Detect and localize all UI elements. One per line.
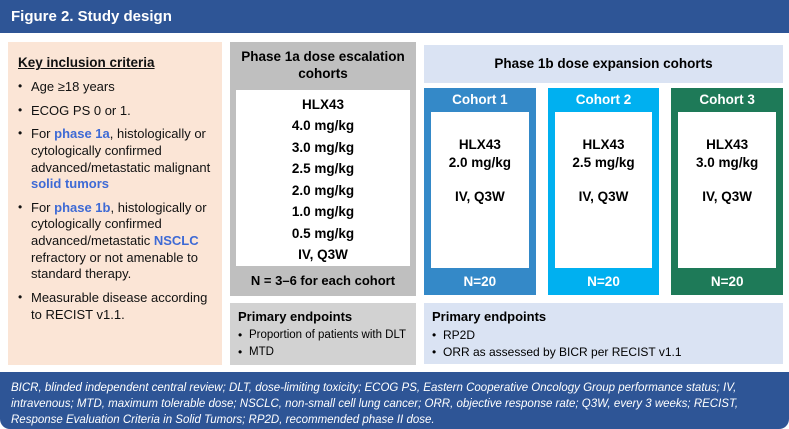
cohort-1-regimen: HLX43 2.0 mg/kg IV, Q3W — [449, 136, 511, 244]
spacer — [696, 171, 758, 188]
cohort-2-n-label: N=20 — [587, 274, 620, 289]
endpoint-bullet-dlt: • Proportion of patients with DLT — [238, 327, 410, 344]
bullet-icon: • — [238, 328, 243, 342]
bullet-icon: • — [18, 79, 23, 93]
text-segment: , histologically or cytologically confir… — [31, 126, 211, 175]
text-segment: Measurable disease according to RECIST v… — [31, 289, 208, 322]
drug-name: HLX43 — [706, 137, 749, 153]
dose-level: 3.0 mg/kg — [696, 154, 759, 170]
cohort-3-box: Cohort 3 HLX43 3.0 mg/kg IV, Q3W N=20 — [671, 88, 784, 295]
figure-title-bar: Figure 2. Study design — [0, 0, 789, 33]
bullet-text: Measurable disease according to RECIST v… — [31, 290, 214, 323]
inclusion-bullet-ecog: • ECOG PS 0 or 1. — [18, 103, 214, 120]
bullet-text: Age ≥18 years — [31, 79, 214, 96]
text-segment: ECOG PS 0 or 1. — [31, 102, 131, 118]
inclusion-bullet-phase1a: • For phase 1a, histologically or cytolo… — [18, 126, 214, 193]
bullet-text: MTD — [249, 346, 274, 359]
inclusion-criteria-panel: Key inclusion criteria • Age ≥18 years •… — [8, 42, 222, 365]
drug-name: HLX43 — [582, 137, 625, 153]
dose-level: 2.5 mg/kg — [572, 154, 635, 170]
inclusion-heading: Key inclusion criteria — [18, 55, 155, 70]
figure-title: Figure 2. Study design — [11, 8, 172, 25]
accent-text-segment: NSCLC — [153, 233, 199, 248]
phase1a-n-label: N = 3–6 for each cohort — [250, 272, 396, 288]
text-segment: Age ≥18 years — [31, 79, 115, 94]
bullet-icon: • — [18, 126, 23, 141]
dose-level: 2.0 mg/kg — [448, 154, 511, 170]
phase1b-heading: Phase 1b dose expansion cohorts — [424, 45, 783, 83]
bullet-icon: • — [432, 328, 437, 342]
dose-schedule: IV, Q3W — [298, 247, 348, 263]
cohort-2-label: Cohort 2 — [575, 92, 632, 107]
endpoints-heading: Primary endpoints — [432, 309, 547, 324]
phase1a-heading: Phase 1a dose escalation cohorts — [241, 49, 405, 81]
cohort-1-label: Cohort 1 — [452, 92, 508, 107]
spacer — [449, 171, 511, 188]
text-segment: For — [31, 126, 55, 142]
abbreviations-footer: BICR, blinded independent central review… — [0, 372, 789, 429]
dose-level: 1.0 mg/kg — [291, 204, 355, 220]
cohort-2-box: Cohort 2 HLX43 2.5 mg/kg IV, Q3W N=20 — [547, 88, 660, 295]
bullet-text: Proportion of patients with DLT — [249, 329, 407, 341]
bullet-text: ORR as assessed by BICR per RECIST v1.1 — [443, 345, 682, 360]
endpoint-bullet-orr: • ORR as assessed by BICR per RECIST v1.… — [432, 344, 777, 361]
bullet-text: RP2D — [443, 328, 476, 342]
bullet-text: For phase 1b, histologically or cytologi… — [31, 200, 214, 283]
accent-text-segment: phase 1b — [54, 199, 111, 215]
text-segment: , histologically or cytologically confir… — [31, 199, 207, 248]
inclusion-bullet-phase1b: • For phase 1b, histologically or cytolo… — [18, 200, 214, 283]
cohort-2-regimen: HLX43 2.5 mg/kg IV, Q3W — [572, 136, 634, 244]
abbreviations-text: BICR, blinded independent central review… — [11, 382, 739, 427]
cohort-3-regimen: HLX43 3.0 mg/kg IV, Q3W — [696, 136, 758, 244]
dose-schedule: IV, Q3W — [702, 189, 753, 205]
bullet-icon: • — [18, 289, 23, 304]
endpoint-bullet-mtd: • MTD — [238, 344, 410, 361]
dose-schedule: IV, Q3W — [578, 189, 629, 205]
text-segment: For — [31, 199, 55, 215]
phase1b-cohorts-row: Cohort 1 HLX43 2.0 mg/kg IV, Q3W N=20 Co… — [424, 88, 784, 295]
spacer — [572, 171, 634, 188]
dose-level: 3.0 mg/kg — [291, 139, 355, 155]
dose-level: 2.5 mg/kg — [291, 161, 355, 177]
dose-schedule: IV, Q3W — [454, 189, 505, 205]
dose-level: 4.0 mg/kg — [291, 118, 355, 134]
phase1a-panel: Phase 1a dose escalation cohorts HLX43 4… — [230, 42, 416, 296]
endpoints-heading: Primary endpoints — [238, 309, 353, 324]
cohort-3-n-label: N=20 — [710, 274, 744, 289]
bullet-text: For phase 1a, histologically or cytologi… — [31, 126, 214, 193]
cohort-1-n-label: N=20 — [463, 274, 497, 289]
endpoint-bullet-rp2d: • RP2D — [432, 327, 777, 344]
accent-text-segment: phase 1a — [54, 126, 110, 142]
drug-name: HLX43 — [301, 96, 345, 112]
dose-level: 0.5 mg/kg — [291, 225, 355, 241]
cohort-3-body: HLX43 3.0 mg/kg IV, Q3W — [678, 112, 777, 268]
text-segment: refractory or not amenable to standard t… — [31, 249, 198, 282]
bullet-icon: • — [18, 199, 23, 214]
inclusion-bullet-measurable: • Measurable disease according to RECIST… — [18, 290, 214, 323]
cohort-1-body: HLX43 2.0 mg/kg IV, Q3W — [431, 112, 529, 268]
drug-name: HLX43 — [458, 137, 501, 153]
bullet-icon: • — [18, 102, 23, 117]
phase1b-endpoints-panel: Primary endpoints • RP2D • ORR as assess… — [424, 303, 783, 364]
cohort-2-body: HLX43 2.5 mg/kg IV, Q3W — [554, 112, 653, 268]
bullet-icon: • — [238, 345, 243, 360]
inclusion-bullet-age: • Age ≥18 years — [18, 79, 214, 96]
cohort-1-box: Cohort 1 HLX43 2.0 mg/kg IV, Q3W N=20 — [424, 88, 536, 295]
dose-level: 2.0 mg/kg — [291, 182, 355, 198]
phase1a-endpoints-panel: Primary endpoints • Proportion of patien… — [230, 303, 416, 365]
dose-escalation-box: HLX43 4.0 mg/kg 3.0 mg/kg 2.5 mg/kg 2.0 … — [236, 89, 410, 266]
accent-text-segment: solid tumors — [31, 176, 110, 192]
cohort-3-label: Cohort 3 — [699, 92, 755, 107]
bullet-icon: • — [432, 345, 437, 360]
bullet-text: ECOG PS 0 or 1. — [31, 103, 214, 120]
